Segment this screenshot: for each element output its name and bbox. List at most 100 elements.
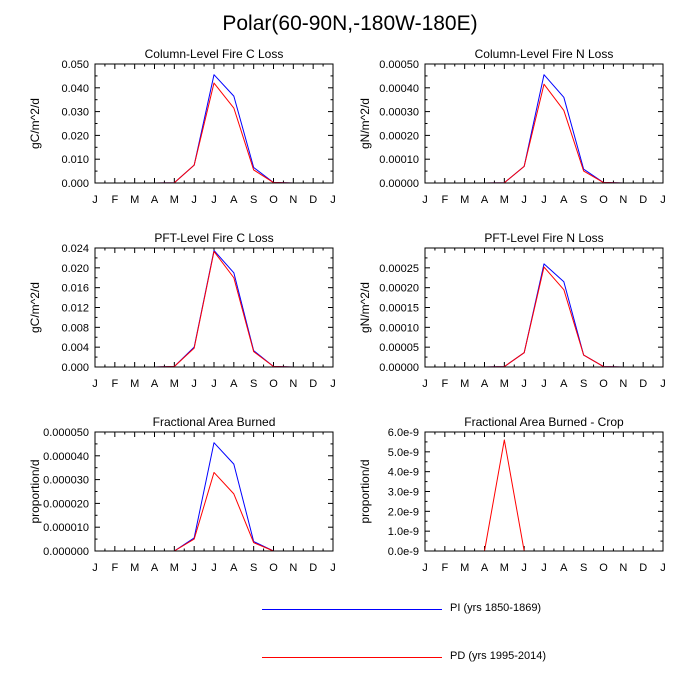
x-tick-label: O xyxy=(599,562,608,574)
x-tick-label: J xyxy=(191,378,197,390)
y-axis-label: gN/m^2/d xyxy=(358,282,372,333)
panel-title: Column-Level Fire C Loss xyxy=(145,47,284,61)
plot-frame xyxy=(94,63,334,184)
y-tick-label: 0.004 xyxy=(61,342,89,354)
x-tick-label: J xyxy=(660,562,666,574)
x-tick-label: D xyxy=(639,562,647,574)
y-tick-label: 0.00050 xyxy=(379,59,419,71)
x-tick-label: J xyxy=(191,562,197,574)
x-tick-label: M xyxy=(130,194,139,206)
legend-line-pi xyxy=(262,609,442,610)
x-tick-label: F xyxy=(111,378,118,390)
x-tick-label: O xyxy=(269,378,278,390)
y-tick-label: 0.00000 xyxy=(379,178,419,190)
y-tick-label: 0.00020 xyxy=(379,130,419,142)
y-axis-label: gN/m^2/d xyxy=(358,98,372,149)
y-tick-label: 0.020 xyxy=(61,130,89,142)
x-tick-label: S xyxy=(250,562,257,574)
x-tick-label: D xyxy=(309,562,317,574)
x-tick-label: J xyxy=(422,378,428,390)
x-tick-label: J xyxy=(211,194,217,206)
x-tick-label: A xyxy=(481,562,489,574)
x-tick-label: J xyxy=(330,562,336,574)
y-tick-label: 0.000010 xyxy=(43,522,89,534)
x-tick-label: N xyxy=(619,562,627,574)
x-tick-label: N xyxy=(619,194,627,206)
x-tick-label: A xyxy=(481,378,489,390)
x-tick-label: J xyxy=(92,562,98,574)
x-tick-label: M xyxy=(500,562,509,574)
y-tick-label: 0.00025 xyxy=(379,263,419,275)
series-line-pi xyxy=(95,74,333,184)
x-tick-label: M xyxy=(170,562,179,574)
x-tick-label: J xyxy=(330,194,336,206)
y-tick-label: 0.00030 xyxy=(379,107,419,119)
y-tick-label: 0.000 xyxy=(61,362,89,374)
y-tick-label: 0.00010 xyxy=(379,154,419,166)
x-tick-label: M xyxy=(130,378,139,390)
plot-frame xyxy=(424,247,664,368)
y-tick-label: 0.000020 xyxy=(43,498,89,510)
y-tick-label: 0.00020 xyxy=(379,283,419,295)
x-tick-label: A xyxy=(151,194,159,206)
y-tick-label: 6.0e-9 xyxy=(388,427,419,439)
y-tick-label: 0.00040 xyxy=(379,83,419,95)
panel-title: Column-Level Fire N Loss xyxy=(475,47,614,61)
x-tick-label: M xyxy=(460,562,469,574)
y-tick-label: 4.0e-9 xyxy=(388,467,419,479)
y-tick-label: 1.0e-9 xyxy=(388,526,419,538)
x-tick-label: F xyxy=(441,378,448,390)
x-tick-label: D xyxy=(309,194,317,206)
y-axis-label: proportion/d xyxy=(28,459,42,523)
series-line-pi xyxy=(95,249,333,368)
x-tick-label: O xyxy=(269,562,278,574)
x-tick-label: A xyxy=(151,378,159,390)
y-tick-label: 0.050 xyxy=(61,59,89,71)
y-tick-label: 0.040 xyxy=(61,83,89,95)
x-tick-label: J xyxy=(541,562,547,574)
x-tick-label: F xyxy=(111,562,118,574)
y-tick-label: 0.030 xyxy=(61,107,89,119)
x-tick-label: S xyxy=(580,562,587,574)
x-tick-label: S xyxy=(580,378,587,390)
x-tick-label: J xyxy=(422,194,428,206)
x-tick-label: M xyxy=(460,194,469,206)
y-axis-label: proportion/d xyxy=(358,459,372,523)
series-line-pi xyxy=(425,263,663,368)
x-tick-label: D xyxy=(639,378,647,390)
x-tick-label: J xyxy=(191,194,197,206)
y-tick-label: 0.000030 xyxy=(43,475,89,487)
x-tick-label: J xyxy=(92,378,98,390)
x-tick-label: S xyxy=(250,378,257,390)
series-line-pd xyxy=(95,471,333,552)
x-tick-label: O xyxy=(599,194,608,206)
y-tick-label: 0.012 xyxy=(61,303,89,315)
plot-frame xyxy=(94,431,334,552)
y-tick-label: 0.024 xyxy=(61,243,89,255)
x-tick-label: N xyxy=(619,378,627,390)
x-tick-label: A xyxy=(230,194,238,206)
x-tick-label: J xyxy=(521,562,527,574)
x-tick-label: A xyxy=(560,378,568,390)
y-tick-label: 0.010 xyxy=(61,154,89,166)
x-tick-label: A xyxy=(560,562,568,574)
x-tick-label: J xyxy=(660,378,666,390)
panel-6: Fractional Area Burned - Crop proportion/… xyxy=(358,415,666,574)
y-tick-label: 0.00010 xyxy=(379,322,419,334)
series-line-pd xyxy=(425,83,663,184)
y-tick-label: 0.000 xyxy=(61,178,89,190)
x-tick-label: J xyxy=(422,562,428,574)
x-tick-label: M xyxy=(500,194,509,206)
x-tick-label: O xyxy=(599,378,608,390)
legend-label-pi: PI (yrs 1850-1869) xyxy=(450,602,542,614)
x-tick-label: F xyxy=(441,194,448,206)
plot-frame xyxy=(94,247,334,368)
series-line-pi xyxy=(95,442,333,552)
x-tick-label: D xyxy=(639,194,647,206)
x-tick-label: J xyxy=(211,562,217,574)
